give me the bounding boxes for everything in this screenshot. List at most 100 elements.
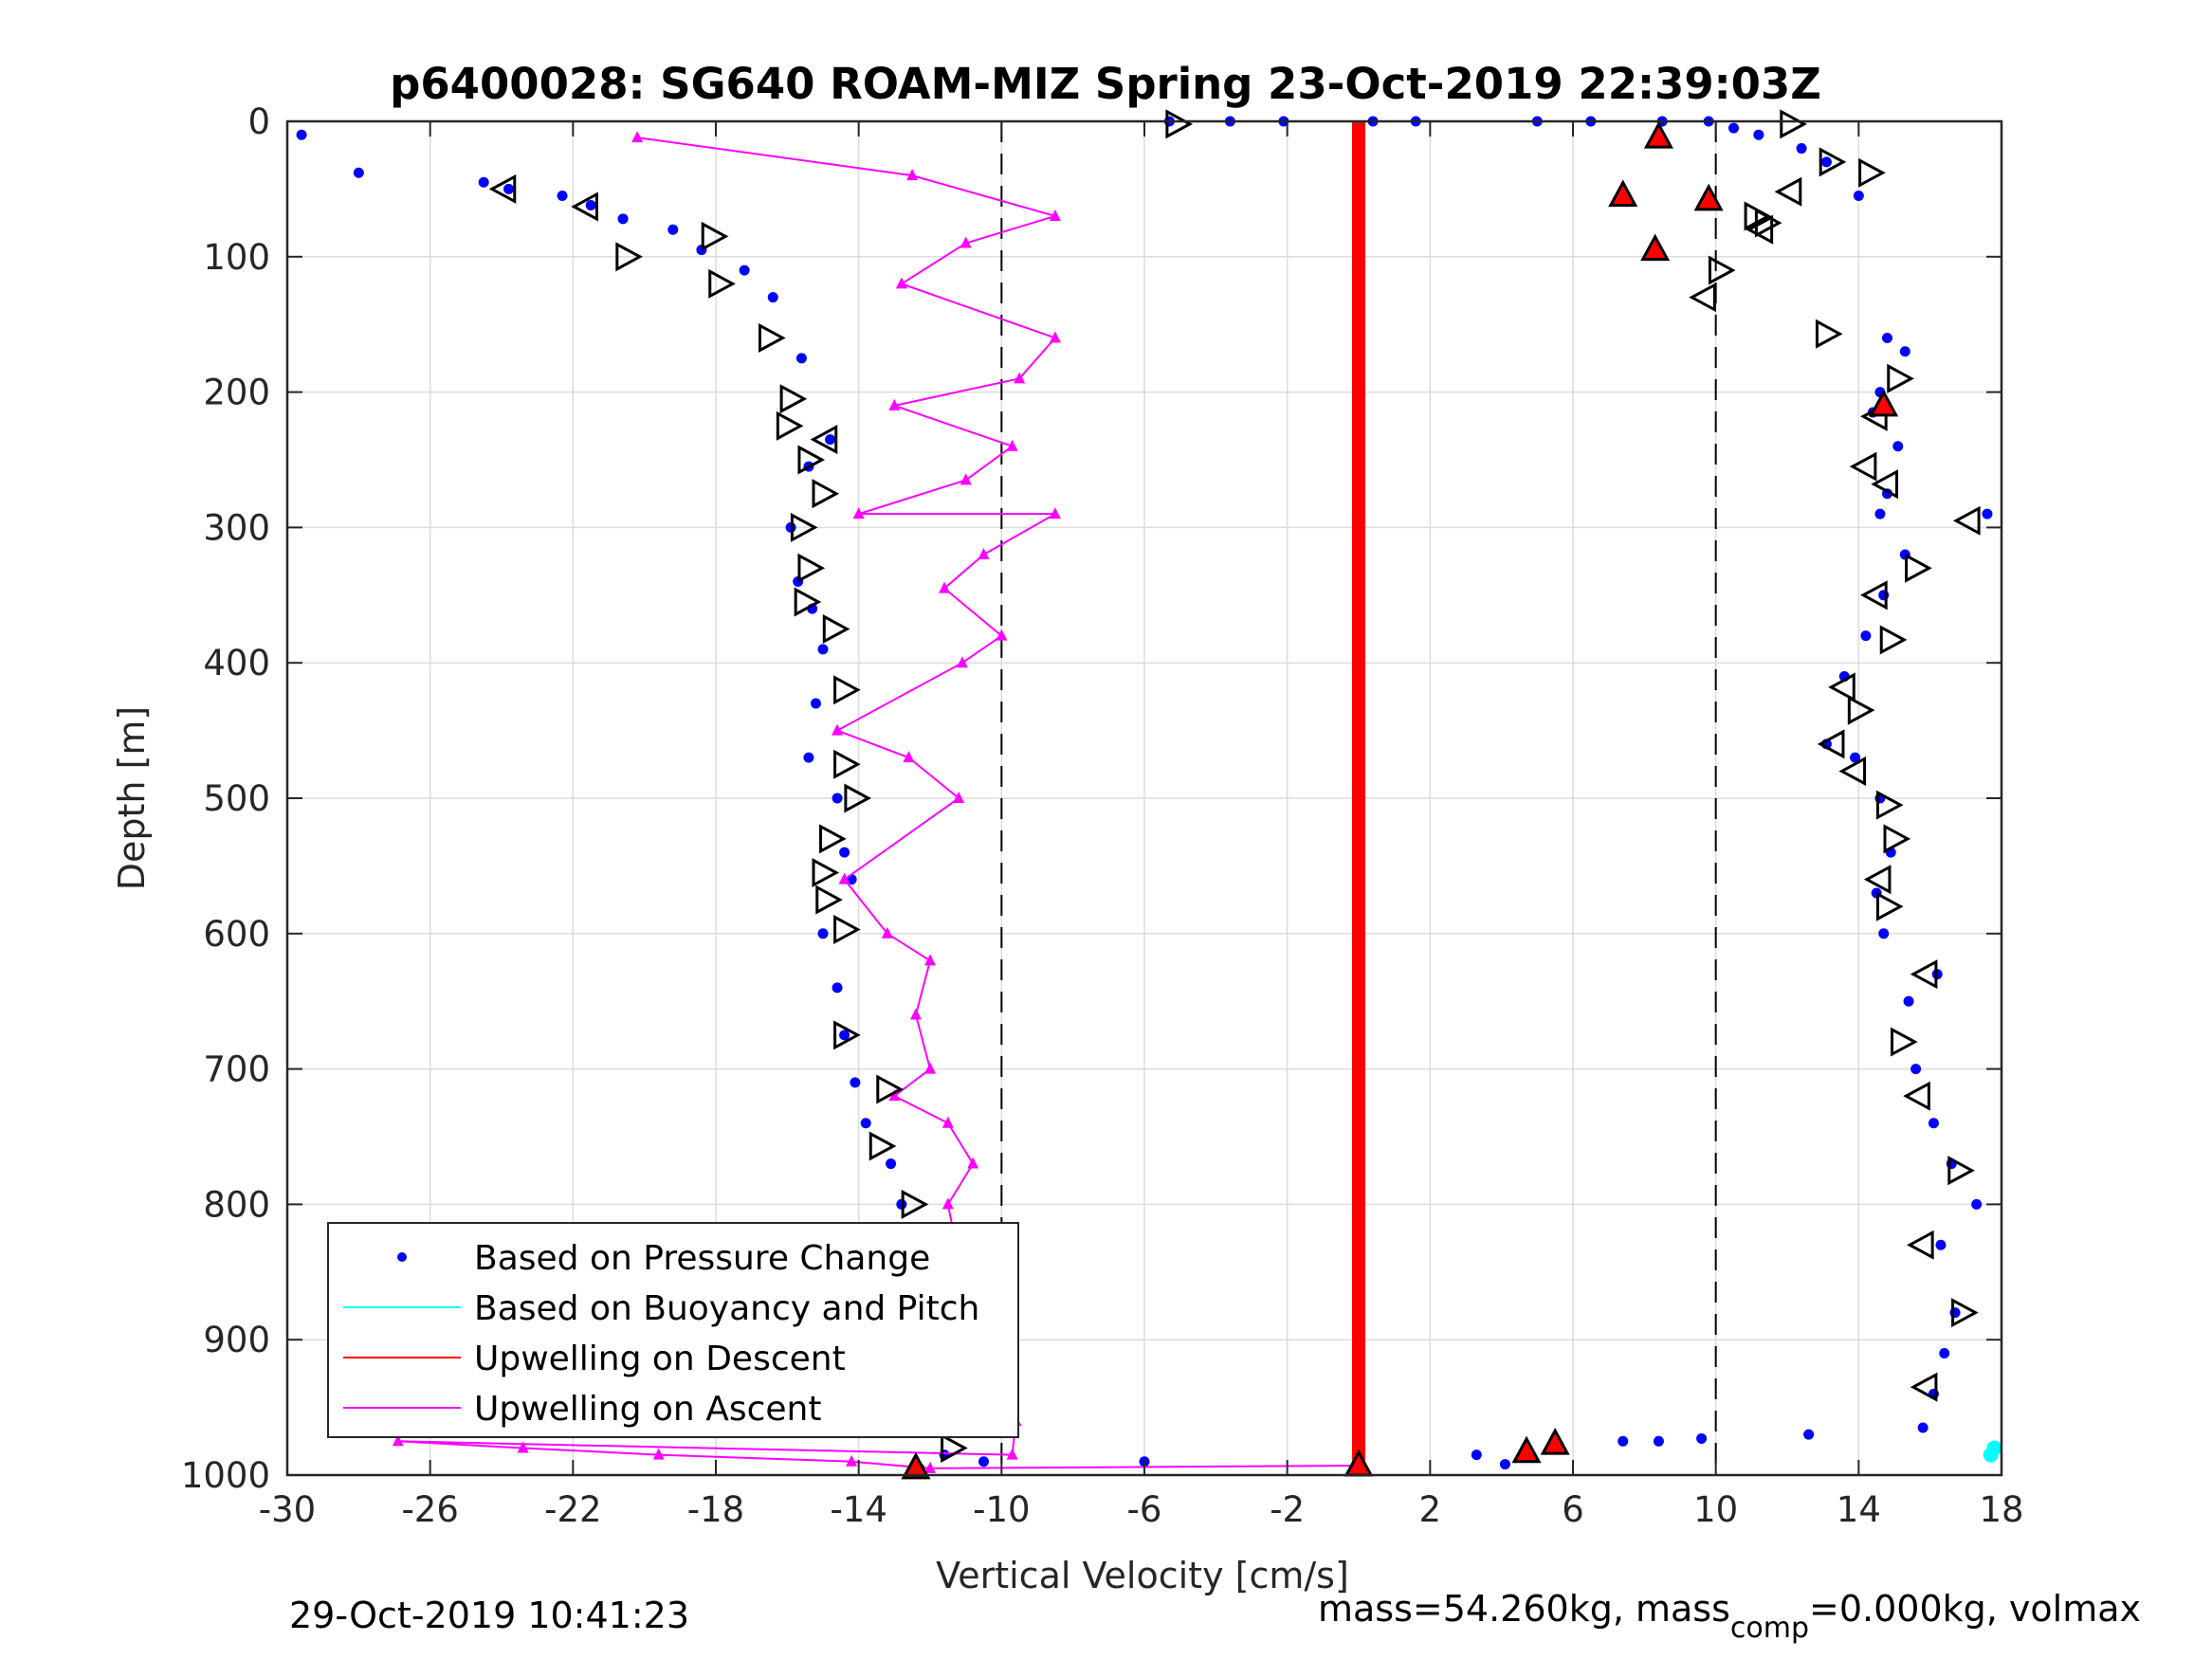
y-tick-label: 600 (203, 914, 270, 955)
pressure-change-point (1939, 1347, 1950, 1358)
legend-entry: Based on Buoyancy and Pitch (343, 1289, 979, 1328)
ascent-upwelling-point (924, 954, 936, 966)
footer-mass-info: mass=54.260kg, masscomp=0.000kg, volmax (1318, 1588, 2141, 1645)
x-tick-label: -30 (259, 1489, 316, 1530)
pressure-change-point (296, 129, 307, 140)
right-triangle-marker (615, 242, 643, 272)
pressure-change-point (1881, 332, 1892, 343)
legend-label: Based on Pressure Change (474, 1239, 930, 1278)
right-triangle-marker (708, 268, 736, 299)
up-triangle-marker (1511, 1435, 1542, 1464)
ascent-upwelling-point (1049, 507, 1061, 520)
right-triangle-marker (1858, 157, 1886, 188)
right-triangle-marker (1744, 201, 1772, 231)
x-tick-label: -14 (830, 1489, 887, 1530)
pressure-change-point (1803, 1429, 1815, 1440)
ascent-upwelling-point (941, 1197, 954, 1210)
pressure-change-point (503, 183, 515, 194)
x-tick-label: -6 (1127, 1489, 1162, 1530)
pressure-change-point (795, 353, 807, 364)
right-triangle-marker (812, 479, 840, 509)
pressure-change-point (478, 176, 489, 188)
pressure-change-point (832, 982, 843, 994)
ascent-upwelling-point (960, 473, 972, 485)
pressure-change-point (978, 1456, 989, 1468)
left-triangle-marker (571, 191, 598, 222)
y-tick-label: 700 (203, 1049, 270, 1090)
right-triangle-marker (1887, 363, 1914, 393)
right-triangle-marker (822, 613, 850, 645)
pressure-change-point (353, 167, 364, 178)
legend-label: Upwelling on Ascent (474, 1390, 821, 1429)
right-triangle-marker (779, 384, 808, 414)
pressure-change-point (1903, 995, 1914, 1007)
pressure-change-point (1910, 1064, 1922, 1075)
x-tick-label: 14 (1837, 1489, 1881, 1530)
left-triangle-marker (1860, 580, 1888, 611)
right-triangle-marker (833, 1020, 861, 1050)
pressure-change-point (886, 1158, 897, 1170)
ascent-upwelling-point (652, 1448, 665, 1460)
up-triangle-marker (1693, 183, 1724, 211)
ascent-upwelling-point (978, 547, 990, 559)
left-triangle-marker (1863, 865, 1892, 895)
y-tick-label: 800 (203, 1184, 270, 1225)
up-triangle-marker (1640, 233, 1671, 262)
legend: Based on Pressure Change Based on Buoyanc… (327, 1222, 1019, 1438)
right-triangle-marker (794, 587, 822, 617)
pressure-change-point (1653, 1435, 1664, 1447)
pressure-change-point (1878, 928, 1890, 939)
right-triangle-marker (941, 1432, 968, 1463)
pressure-change-point (1499, 1459, 1510, 1470)
footer-timestamp: 29-Oct-2019 10:41:23 (289, 1595, 689, 1636)
ascent-upwelling-point (909, 1008, 922, 1020)
pressure-change-point (1820, 156, 1832, 168)
x-tick-label: -26 (401, 1489, 458, 1530)
ascent-upwelling-point (1014, 372, 1026, 384)
ascent-upwelling-point (832, 723, 844, 736)
right-triangle-marker (1875, 790, 1904, 820)
right-triangle-marker (797, 553, 826, 583)
right-triangle-marker (1951, 1298, 1979, 1328)
pressure-change-point (1899, 346, 1910, 357)
x-tick-label: 18 (1979, 1489, 2023, 1530)
pressure-change-point (667, 224, 679, 235)
right-triangle-marker (812, 858, 840, 888)
right-triangle-marker (776, 410, 804, 441)
pressure-change-point (1696, 1432, 1708, 1444)
y-tick-label: 500 (203, 778, 270, 819)
right-triangle-marker (790, 512, 818, 542)
x-tick-label: -10 (973, 1489, 1030, 1530)
up-triangle-marker (1643, 120, 1673, 149)
right-triangle-marker (1875, 891, 1904, 921)
ascent-upwelling-point (1049, 209, 1061, 221)
pressure-change-point (1618, 1435, 1629, 1447)
right-triangle-marker (833, 675, 861, 705)
pressure-change-point (1728, 122, 1739, 134)
y-tick-label: 200 (203, 373, 270, 413)
legend-entry: Upwelling on Descent (343, 1340, 846, 1378)
ascent-upwelling-point (838, 872, 850, 884)
right-triangle-marker (868, 1131, 897, 1161)
left-triangle-marker (1871, 469, 1898, 500)
up-triangle-marker (1608, 179, 1638, 208)
ascent-upwelling-point (967, 1157, 979, 1169)
right-triangle-marker (901, 1189, 929, 1219)
ascent-upwelling-point (996, 629, 1008, 641)
buoyancy-pitch-point (1986, 1440, 2002, 1456)
left-triangle-marker (1746, 214, 1774, 245)
pressure-change-point (767, 292, 778, 303)
left-triangle-marker (1903, 1081, 1930, 1111)
x-tick-label: -2 (1270, 1489, 1305, 1530)
ascent-upwelling-point (906, 169, 919, 181)
ascent-upwelling-point (888, 1089, 901, 1102)
y-tick-label: 1000 (181, 1455, 270, 1496)
pressure-change-point (1860, 630, 1872, 642)
pressure-change-point (810, 698, 821, 709)
right-triangle-marker (833, 749, 861, 779)
ascent-upwelling-point (956, 656, 968, 668)
right-triangle-marker (1780, 109, 1807, 139)
right-triangle-marker (1708, 255, 1736, 285)
ascent-upwelling-point (941, 1116, 954, 1128)
y-tick-label: 300 (203, 507, 270, 548)
